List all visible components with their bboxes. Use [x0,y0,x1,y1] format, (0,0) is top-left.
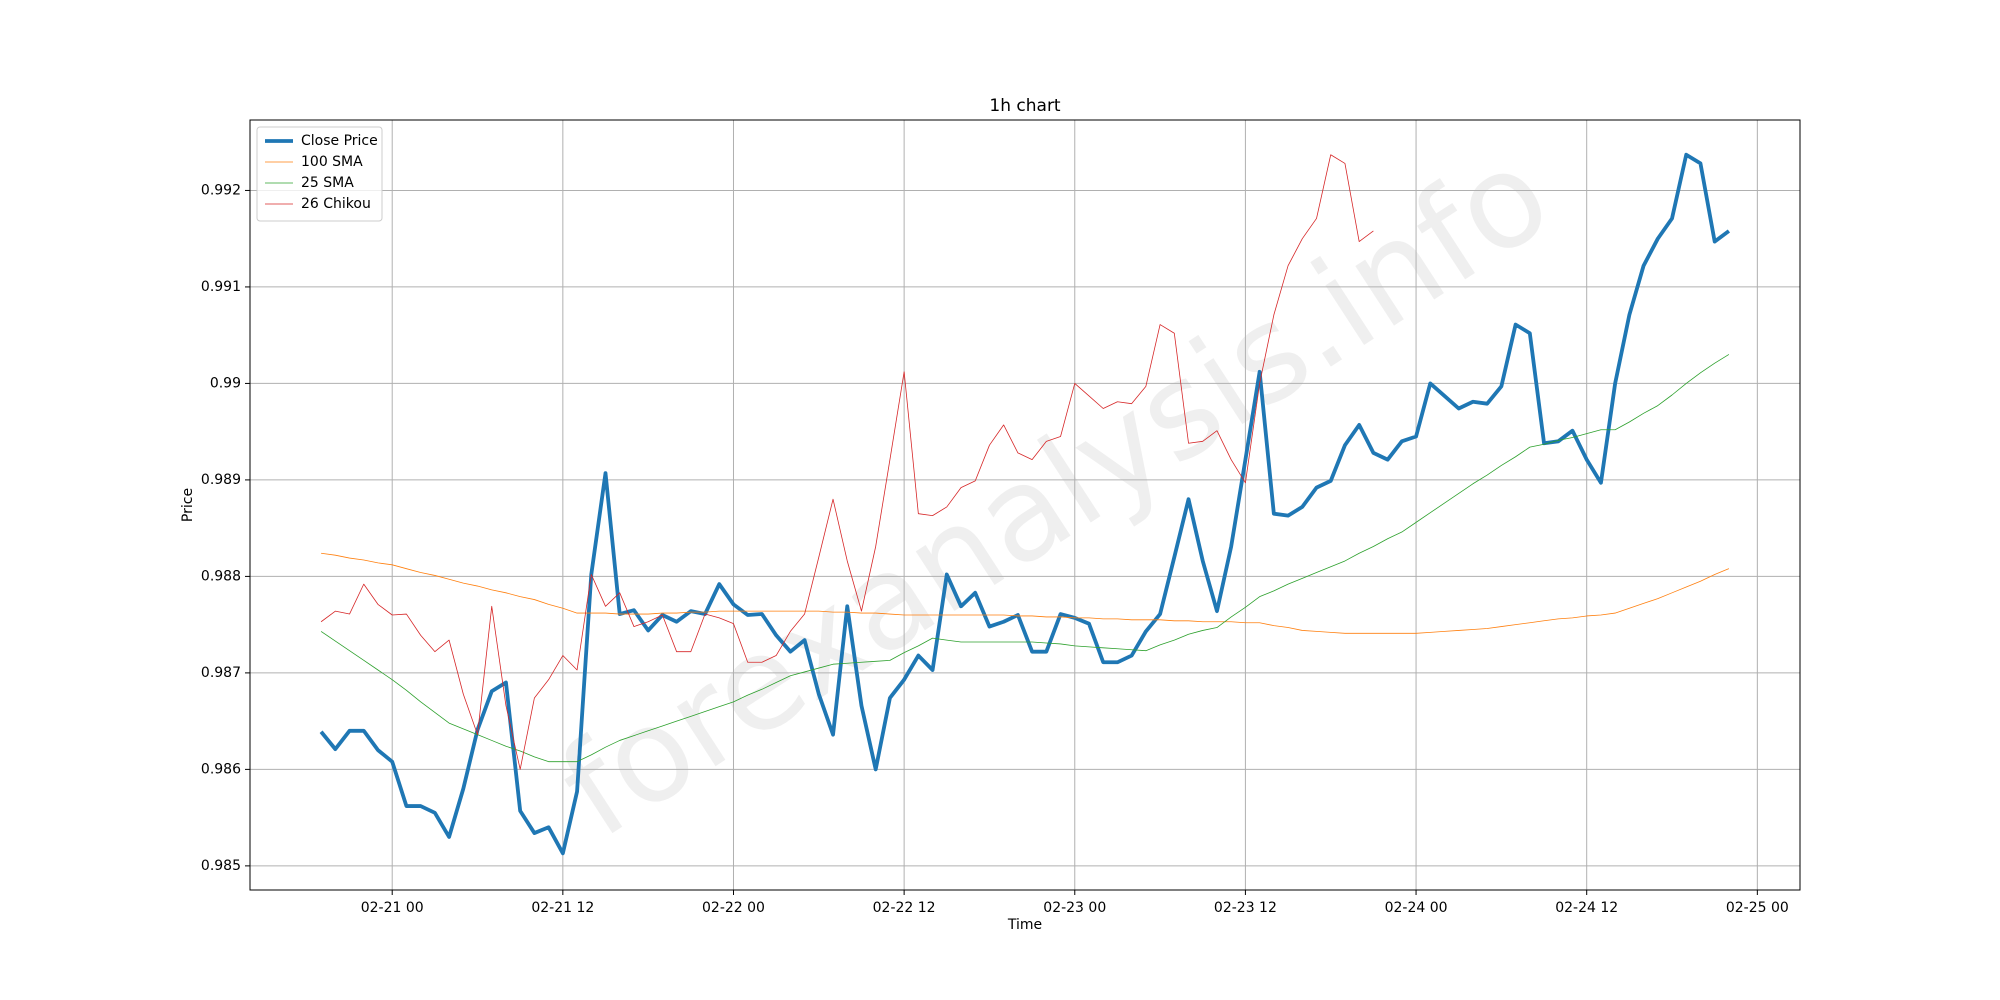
x-tick-label: 02-21 00 [361,900,424,916]
x-tick-label: 02-21 12 [531,900,594,916]
y-tick-label: 0.991 [201,279,241,295]
y-tick-label: 0.985 [201,858,241,874]
y-tick-label: 0.986 [201,761,241,777]
y-tick-label: 0.99 [210,375,241,391]
series-line [320,154,1374,770]
legend-box [256,126,383,222]
y-tick-label: 0.992 [201,182,241,198]
y-tick-label: 0.987 [201,665,241,681]
legend-label: Close Price [301,133,378,149]
y-tick-label: 0.989 [201,472,241,488]
legend-label: 25 SMA [301,175,354,191]
x-tick-label: 02-23 00 [1043,900,1106,916]
legend-label: 100 SMA [301,154,363,170]
series-line [321,552,1730,634]
x-tick-label: 02-22 00 [702,900,765,916]
chart-title: 1h chart [989,96,1061,116]
x-tick-label: 02-24 12 [1555,900,1618,916]
x-tick-label: 02-24 00 [1385,900,1448,916]
series-line [320,354,1730,763]
plot-frame [249,119,1801,891]
x-axis-label: Time [1007,917,1042,933]
x-tick-label: 02-22 12 [873,900,936,916]
series-line [319,152,1731,856]
x-tick-label: 02-23 12 [1214,900,1277,916]
x-tick-label: 02-25 00 [1726,900,1789,916]
y-tick-label: 0.988 [201,568,241,584]
y-axis-label: Price [180,488,196,522]
legend-label: 26 Chikou [301,196,371,212]
